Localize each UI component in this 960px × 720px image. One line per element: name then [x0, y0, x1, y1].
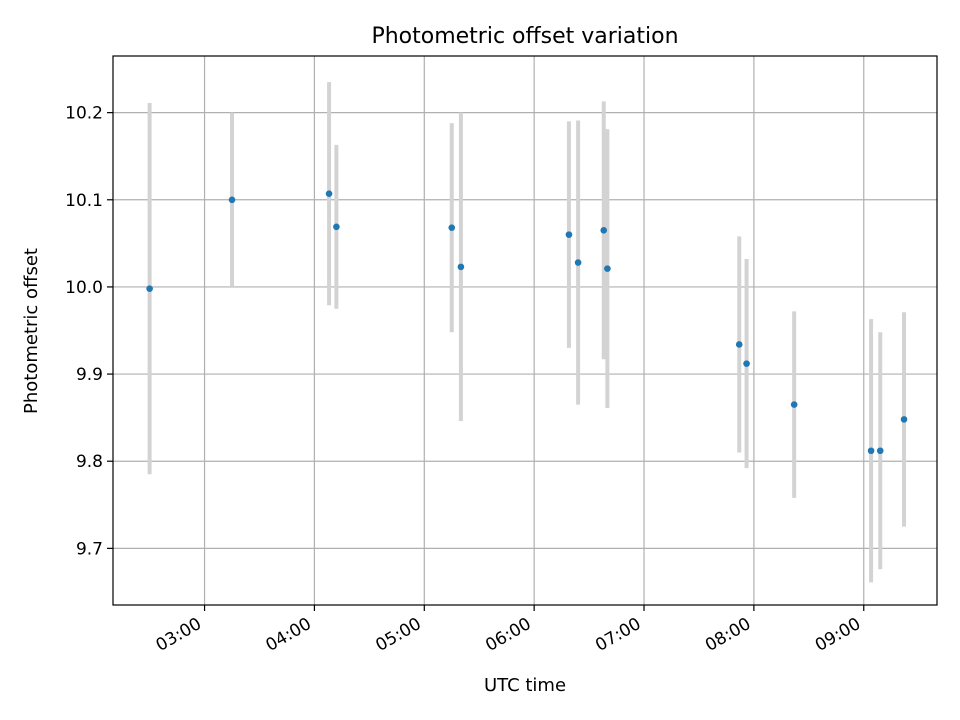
- data-point: [604, 265, 611, 272]
- data-point: [735, 341, 743, 348]
- data-points: [146, 190, 908, 455]
- data-point: [448, 224, 456, 231]
- data-point: [228, 196, 236, 204]
- x-axis-label: UTC time: [484, 675, 566, 696]
- data-point: [146, 285, 153, 292]
- data-point: [325, 190, 333, 197]
- y-tick-label: 9.9: [76, 365, 103, 385]
- data-point: [457, 263, 465, 271]
- y-ticks: 9.7 9.8 9.9 10.0 10.1 10.2: [65, 104, 113, 559]
- data-point: [876, 447, 884, 455]
- data-point: [790, 401, 798, 408]
- data-point: [743, 360, 750, 367]
- data-point: [900, 416, 908, 423]
- y-tick-label: 10.0: [65, 278, 103, 298]
- data-point: [867, 447, 875, 455]
- grid: [113, 56, 937, 605]
- y-tick-label: 10.2: [65, 104, 103, 124]
- plot-frame: [112, 55, 938, 606]
- y-tick-label: 9.8: [76, 452, 103, 472]
- y-axis-label: Photometric offset: [21, 248, 42, 414]
- data-point: [574, 259, 582, 266]
- data-point: [565, 231, 573, 238]
- data-point: [333, 223, 340, 231]
- y-tick-label: 9.7: [76, 539, 103, 559]
- y-tick-label: 10.1: [65, 191, 103, 211]
- data-point: [600, 226, 608, 234]
- chart-title: Photometric offset variation: [371, 24, 678, 49]
